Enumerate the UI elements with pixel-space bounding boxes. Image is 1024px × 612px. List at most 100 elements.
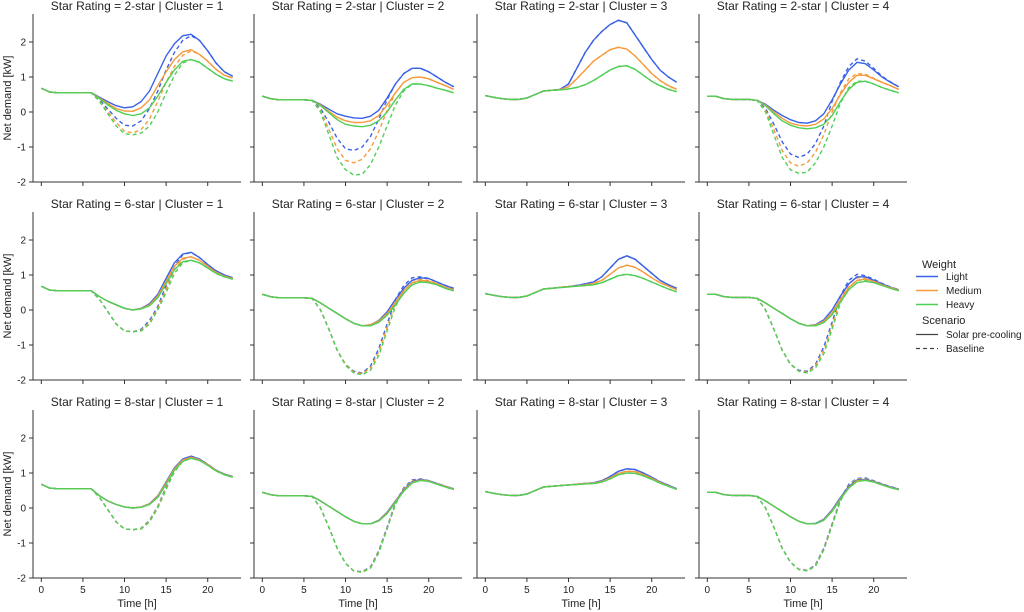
y-tick-label: 1 [20,469,26,480]
y-tick-label: -1 [17,341,26,352]
legend-item-baseline: Baseline [946,344,985,355]
x-tick-label: 15 [605,585,617,596]
series-line-light-solar-pre-cooling [262,67,455,119]
x-tick-label: 5 [746,585,752,596]
legend-scenario-title: Scenario [922,315,965,327]
x-tick-label: 15 [827,585,839,596]
series-line-heavy-solar-pre-cooling [41,259,233,311]
series-line-heavy-baseline [707,80,899,174]
series-line-heavy-solar-pre-cooling [262,281,454,327]
series-line-light-solar-pre-cooling [707,61,900,124]
x-tick-label: 0 [260,585,266,596]
series-line-light-solar-pre-cooling [485,468,677,497]
y-tick-label: 0 [20,306,26,317]
panel-title: Star Rating = 8-star | Cluster = 3 [495,395,668,409]
series-line-heavy-solar-pre-cooling [485,472,677,497]
series-line-light-baseline [707,58,900,159]
legend-item-solar-pre-cooling: Solar pre-cooling [946,330,1022,341]
y-tick-label: 1 [20,73,26,84]
x-axis-label: Time [h] [117,598,156,610]
series-line-light-solar-pre-cooling [41,455,233,509]
panel-title: Star Rating = 8-star | Cluster = 1 [51,395,224,409]
x-tick-label: 20 [202,585,214,596]
panel-title: Star Rating = 6-star | Cluster = 1 [51,197,224,211]
series-line-medium-baseline [262,278,454,375]
series-line-light-baseline [485,468,677,497]
panel-title: Star Rating = 2-star | Cluster = 1 [51,0,224,13]
x-tick-label: 10 [340,585,352,596]
x-tick-label: 10 [785,585,797,596]
panel-title: Star Rating = 2-star | Cluster = 2 [272,0,445,13]
series-line-heavy-baseline [262,83,454,176]
series-line-heavy-solar-pre-cooling [707,479,899,525]
series-line-heavy-solar-pre-cooling [41,457,233,509]
y-tick-label: -2 [17,178,26,189]
series-line-heavy-baseline [262,280,454,376]
x-tick-label: 20 [646,585,658,596]
series-line-heavy-solar-pre-cooling [262,83,454,128]
panel-title: Star Rating = 2-star | Cluster = 3 [495,0,668,13]
panel-title: Star Rating = 2-star | Cluster = 4 [717,0,890,13]
panel-title: Star Rating = 8-star | Cluster = 2 [272,395,445,409]
x-tick-label: 20 [423,585,435,596]
series-line-medium-solar-pre-cooling [707,278,899,327]
x-axis-label: Time [h] [338,598,377,610]
panel: Star Rating = 2-star | Cluster = 3 [473,0,685,186]
x-tick-label: 15 [382,585,394,596]
x-tick-label: 15 [161,585,173,596]
x-tick-label: 0 [705,585,711,596]
x-tick-label: 10 [119,585,131,596]
panel: Star Rating = 8-star | Cluster = 2 0 5 10 15… [250,395,462,610]
series-line-heavy-baseline [41,457,233,531]
y-tick-label: -2 [17,376,26,387]
series-line-heavy-solar-pre-cooling [41,58,233,117]
series-line-heavy-solar-pre-cooling [485,273,677,299]
y-axis-label: Net demand [kW] [2,56,14,141]
panel: Star Rating = 8-star | Cluster = 1 -2 -1 0 1… [2,395,241,610]
series-line-medium-solar-pre-cooling [262,279,454,327]
series-line-medium-solar-pre-cooling [707,479,899,525]
y-tick-label: -1 [17,143,26,154]
series-line-light-baseline [707,273,899,372]
series-line-light-solar-pre-cooling [485,255,677,299]
x-axis-label: Time [h] [783,598,822,610]
chart-panels: Star Rating = 2-star | Cluster = 1 -2 -1 0 1… [2,0,907,610]
series-line-medium-baseline [262,76,454,164]
panel-title: Star Rating = 6-star | Cluster = 3 [495,197,668,211]
y-tick-label: 2 [20,38,26,49]
panel: Star Rating = 6-star | Cluster = 3 [473,197,685,384]
panel: Star Rating = 2-star | Cluster = 2 [250,0,462,186]
y-axis-label: Net demand [kW] [2,254,14,339]
series-line-medium-baseline [707,72,899,167]
x-tick-label: 0 [483,585,489,596]
series-line-light-solar-pre-cooling [262,277,454,327]
panel: Star Rating = 6-star | Cluster = 4 [695,197,907,384]
series-line-heavy-solar-pre-cooling [707,280,899,327]
x-tick-label: 20 [868,585,880,596]
panel: Star Rating = 8-star | Cluster = 4 0 5 10 15… [695,395,907,610]
series-line-light-solar-pre-cooling [41,33,234,109]
y-tick-label: 0 [20,504,26,515]
series-line-medium-solar-pre-cooling [41,256,233,311]
series-line-light-solar-pre-cooling [262,478,454,525]
series-line-medium-baseline [41,456,233,531]
x-tick-label: 10 [563,585,575,596]
series-line-light-baseline [485,255,677,299]
series-line-light-solar-pre-cooling [707,276,899,327]
series-line-heavy-baseline [485,65,677,101]
series-line-medium-baseline [707,477,899,572]
y-tick-label: 1 [20,271,26,282]
legend-weight-title: Weight [922,259,956,271]
x-axis-label: Time [h] [561,598,600,610]
x-tick-label: 5 [80,585,86,596]
series-line-heavy-baseline [707,478,899,572]
panel-title: Star Rating = 6-star | Cluster = 2 [272,197,445,211]
panel: Star Rating = 8-star | Cluster = 3 0 5 10 15… [473,395,685,610]
y-tick-label: -1 [17,539,26,550]
x-tick-label: 5 [524,585,530,596]
series-line-heavy-baseline [41,58,233,136]
legend-item-light: Light [946,272,968,283]
series-line-light-baseline [41,455,233,531]
series-line-light-baseline [41,35,234,127]
